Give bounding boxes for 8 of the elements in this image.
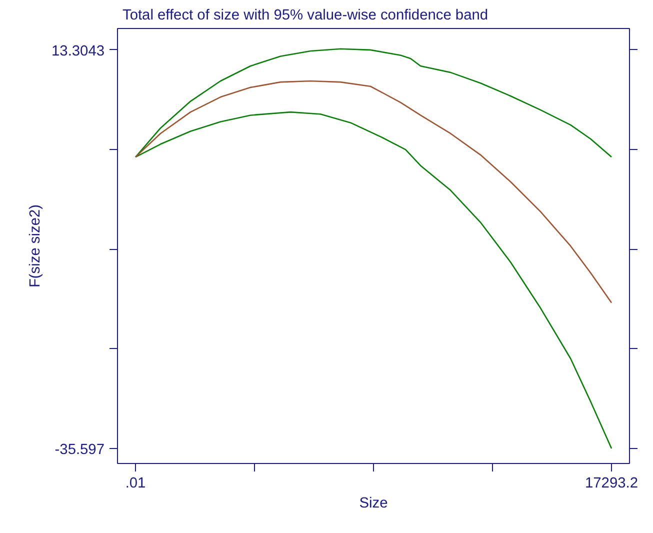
y-axis-title: F(size size2)	[28, 204, 44, 288]
chart-title: Total effect of size with 95% value-wise confidence band	[122, 8, 488, 24]
x-axis-title: Size	[359, 496, 388, 512]
x-tick-label: 17293.2	[585, 476, 638, 492]
line-series	[134, 80, 612, 304]
x-tick-label: .01	[125, 476, 146, 492]
y-tick-label: 13.3043	[52, 43, 105, 60]
y-tick-label: -35.597	[54, 442, 105, 458]
